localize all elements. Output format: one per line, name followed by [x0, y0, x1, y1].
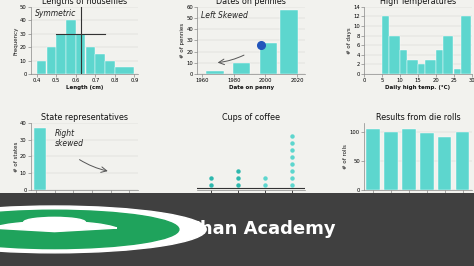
- Bar: [461, 16, 471, 74]
- Y-axis label: Frequency: Frequency: [13, 26, 18, 55]
- Bar: [105, 61, 115, 74]
- Text: Symmetric: Symmetric: [35, 9, 76, 18]
- Bar: [384, 131, 398, 190]
- Bar: [438, 137, 451, 190]
- Y-axis label: # of states: # of states: [13, 141, 18, 172]
- Title: Results from die rolls: Results from die rolls: [375, 113, 460, 122]
- Wedge shape: [0, 221, 117, 232]
- Bar: [407, 60, 418, 74]
- Bar: [37, 61, 46, 74]
- Bar: [66, 20, 76, 74]
- Bar: [425, 60, 436, 74]
- X-axis label: Date on penny: Date on penny: [228, 85, 274, 90]
- Circle shape: [0, 206, 206, 253]
- Bar: [443, 36, 454, 74]
- Bar: [76, 34, 85, 74]
- Bar: [390, 36, 400, 74]
- Title: State representatives: State representatives: [41, 113, 128, 122]
- Bar: [436, 50, 443, 74]
- Title: Lengths of houseflies: Lengths of houseflies: [42, 0, 127, 6]
- Bar: [233, 63, 250, 74]
- X-axis label: Length (cm): Length (cm): [66, 85, 103, 90]
- Bar: [366, 128, 380, 190]
- Bar: [420, 133, 434, 190]
- Text: Khan Academy: Khan Academy: [186, 221, 336, 238]
- Bar: [418, 64, 425, 74]
- Title: High Temperatures: High Temperatures: [380, 0, 456, 6]
- Bar: [281, 10, 298, 74]
- Y-axis label: # of days: # of days: [347, 27, 352, 54]
- Y-axis label: # of pennies: # of pennies: [180, 23, 185, 58]
- X-axis label: # of representatives: # of representatives: [53, 201, 117, 206]
- X-axis label: Daily high temp. (°C): Daily high temp. (°C): [385, 85, 450, 90]
- Bar: [56, 34, 66, 74]
- Bar: [34, 128, 46, 190]
- X-axis label: Result: Result: [408, 201, 428, 206]
- Bar: [86, 47, 95, 74]
- Y-axis label: # of rolls: # of rolls: [344, 144, 348, 169]
- Bar: [456, 131, 469, 190]
- Bar: [115, 67, 134, 74]
- Bar: [402, 128, 416, 190]
- Bar: [400, 50, 407, 74]
- Text: Right
skewed: Right skewed: [55, 129, 84, 148]
- Bar: [46, 47, 56, 74]
- Title: Dates on pennies: Dates on pennies: [216, 0, 286, 6]
- Bar: [382, 16, 389, 74]
- Bar: [95, 54, 105, 74]
- Bar: [454, 69, 461, 74]
- Circle shape: [24, 217, 85, 227]
- X-axis label: Cups of coffee: Cups of coffee: [229, 201, 273, 206]
- Bar: [206, 71, 224, 74]
- Title: Cups of coffee: Cups of coffee: [222, 113, 280, 122]
- Circle shape: [0, 210, 179, 249]
- Text: Left Skewed: Left Skewed: [201, 11, 247, 20]
- Bar: [260, 43, 277, 74]
